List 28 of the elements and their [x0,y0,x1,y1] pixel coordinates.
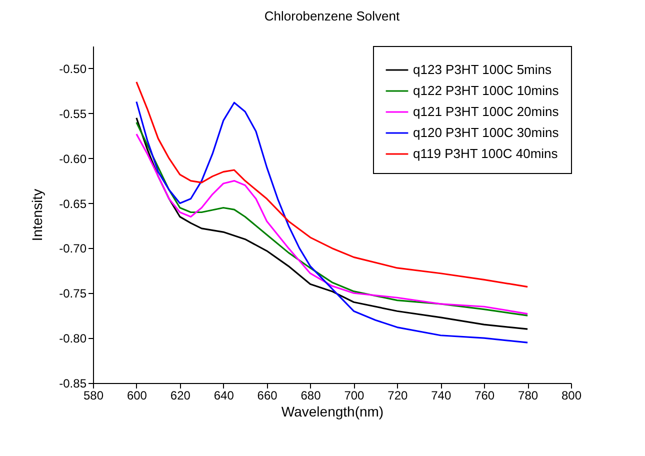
legend-label: q122 P3HT 100C 10mins [413,83,560,98]
legend-label: q120 P3HT 100C 30mins [413,125,560,140]
y-tick-label: -0.85 [59,376,87,390]
y-tick-label: -0.50 [59,62,87,76]
x-tick-label: 640 [214,388,234,402]
x-tick-label: 580 [83,388,104,402]
y-tick-label: -0.55 [59,106,87,121]
x-tick-label: 680 [300,388,322,402]
x-tick-label: 620 [170,388,191,402]
x-tick-label: 760 [474,388,495,402]
x-tick-label: 660 [257,388,278,402]
y-tick-label: -0.65 [59,196,87,211]
y-tick-label: -0.70 [59,242,87,256]
x-axis-title: Wavelength(nm) [281,404,384,420]
legend-label: q119 P3HT 100C 40mins [413,146,558,161]
chart-title: Chlorobenzene Solvent [264,8,400,24]
x-tick-label: 600 [126,388,148,402]
x-tick-label: 720 [388,388,408,402]
legend-label: q121 P3HT 100C 20mins [413,104,560,119]
x-tick-label: 740 [431,388,452,402]
legend-label: q123 P3HT 100C 5mins [413,62,552,77]
y-tick-label: -0.60 [59,152,87,166]
y-axis-title: Intensity [29,188,46,242]
y-tick-label: -0.75 [59,286,87,301]
x-tick-label: 800 [561,388,582,402]
x-tick-label: 700 [344,388,365,402]
x-tick-label: 780 [518,388,538,402]
y-tick-label: -0.80 [59,332,87,346]
